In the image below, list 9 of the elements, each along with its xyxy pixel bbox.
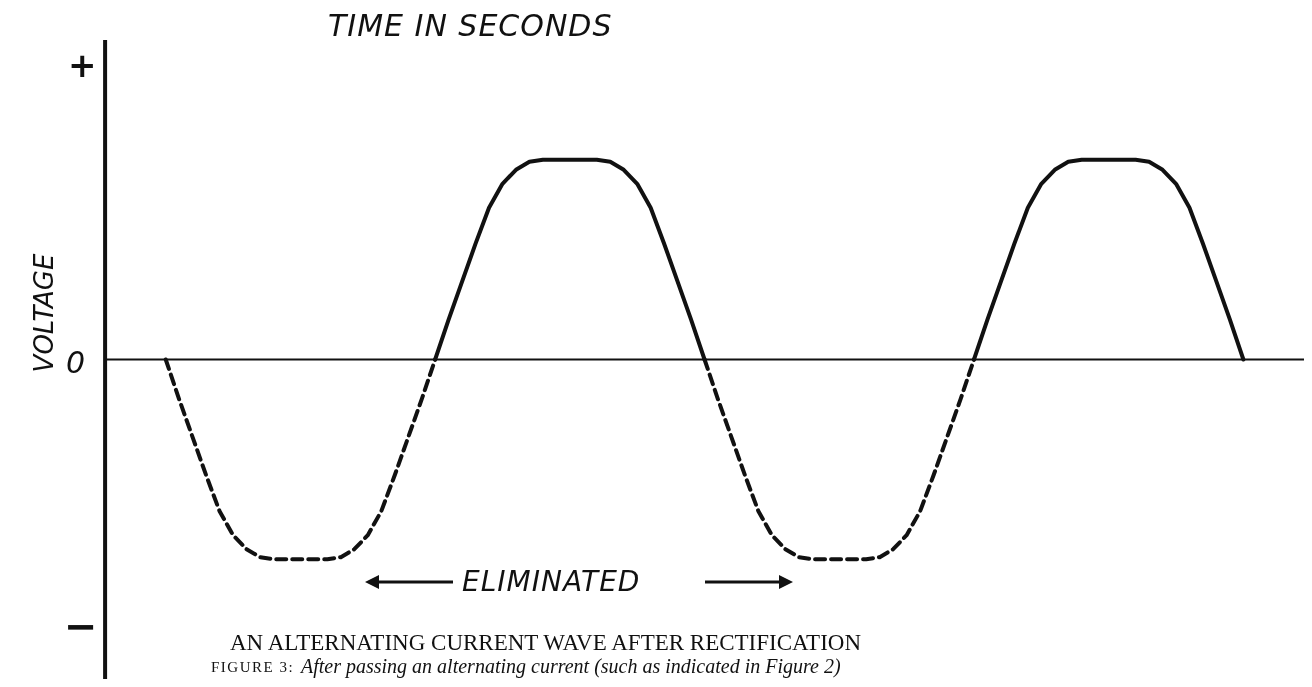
x-axis-title: TIME IN SECONDS	[328, 8, 613, 43]
text: +	[68, 45, 97, 85]
caption: FIGURE 3:	[211, 659, 295, 675]
text: After passing an alternating current (such as indicated in Figure 2)	[301, 655, 841, 677]
text: ELIMINATED	[462, 565, 641, 598]
text: 0	[66, 345, 86, 380]
text: AN ALTERNATING CURRENT WAVE AFTER RECTIFICATION	[230, 630, 862, 656]
text: −	[64, 603, 98, 649]
y-axis-title: VOLTAGE	[29, 253, 59, 373]
